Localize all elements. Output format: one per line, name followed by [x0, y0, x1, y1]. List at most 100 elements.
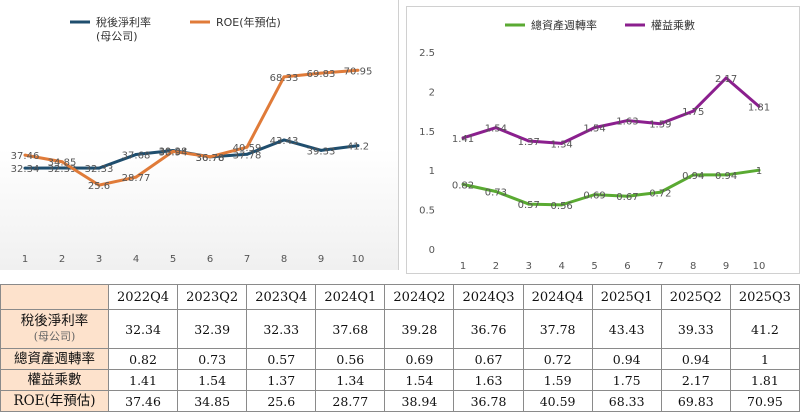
x-tick-label: 6 — [207, 254, 213, 265]
data-label: 32.34 — [11, 164, 40, 175]
table-cell: 0.72 — [522, 348, 593, 370]
table-cell: 40.59 — [522, 390, 593, 412]
y-tick-label: 0.5 — [419, 206, 435, 217]
data-point — [494, 126, 498, 130]
table-corner-cell — [0, 284, 109, 310]
data-point — [134, 153, 138, 157]
data-point — [625, 194, 629, 198]
row-label-asset-turnover: 總資產週轉率 — [0, 348, 109, 370]
data-label: 28.77 — [122, 173, 151, 184]
right-chart-legend: 總資產週轉率 權益乘數 — [505, 18, 695, 32]
table-cell: 38.94 — [384, 390, 455, 412]
table-cell: 37.78 — [522, 309, 593, 349]
data-label: 1.37 — [518, 137, 540, 148]
table-cell: 43.43 — [591, 309, 662, 349]
data-label: 1.63 — [616, 117, 638, 128]
column-header: 2023Q2 — [177, 284, 248, 310]
table-row-net-margin: 稅後淨利率 (母公司) 32.34 32.39 32.33 37.68 39.28 36.… — [0, 309, 800, 349]
table-cell: 0.56 — [315, 348, 386, 370]
data-point — [560, 141, 564, 145]
series-line-1 — [24, 68, 359, 187]
x-tick-label: 9 — [723, 261, 729, 272]
column-header: 2023Q4 — [246, 284, 317, 310]
data-point — [757, 168, 761, 172]
x-tick-label: 10 — [352, 254, 365, 265]
data-point — [23, 166, 27, 170]
table-cell: 0.82 — [107, 348, 179, 370]
table-cell: 1.54 — [177, 369, 248, 391]
data-label: 0.57 — [518, 200, 540, 211]
x-tick-label: 2 — [493, 261, 499, 272]
x-tick-label: 5 — [591, 261, 597, 272]
data-point — [356, 68, 360, 72]
data-point — [593, 193, 597, 197]
data-point — [658, 190, 662, 194]
data-label: 0.56 — [551, 201, 573, 212]
table-cell: 1.37 — [246, 369, 317, 391]
y-tick-label: 1 — [429, 166, 435, 177]
data-label: 68.33 — [270, 73, 299, 84]
x-tick-label: 7 — [244, 254, 250, 265]
column-header: 2024Q4 — [522, 284, 593, 310]
x-tick-label: 3 — [526, 261, 532, 272]
column-header: 2024Q3 — [453, 284, 524, 310]
data-point — [23, 153, 27, 157]
data-label: 1.59 — [649, 120, 671, 131]
data-label: 39.33 — [307, 146, 336, 157]
x-tick-label: 3 — [96, 254, 102, 265]
table-cell: 0.67 — [453, 348, 524, 370]
data-label: 32.33 — [85, 164, 114, 175]
table-cell: 0.69 — [384, 348, 455, 370]
data-table-wrap: 2022Q4 2023Q2 2023Q4 2024Q1 2024Q2 2024Q3 2024… — [0, 284, 800, 412]
data-point — [527, 202, 531, 206]
table-cell: 34.85 — [177, 390, 248, 412]
data-label: 0.94 — [682, 171, 704, 182]
x-tick-label: 8 — [281, 254, 287, 265]
x-tick-label: 7 — [657, 261, 663, 272]
data-label: 37.78 — [233, 150, 262, 161]
y-tick-label: 1.5 — [419, 127, 435, 138]
data-label: 36.76 — [196, 153, 225, 164]
table-cell: 41.2 — [729, 309, 800, 349]
data-label: 40.59 — [233, 143, 262, 154]
x-tick-label: 1 — [22, 254, 28, 265]
data-point — [724, 76, 728, 80]
data-point — [527, 139, 531, 143]
y-tick-label: 0 — [429, 245, 435, 256]
data-point — [134, 175, 138, 179]
table-cell: 1.75 — [591, 369, 662, 391]
data-label: 32.39 — [48, 164, 77, 175]
row-label-text: 稅後淨利率 — [20, 313, 89, 329]
data-label: 69.83 — [307, 69, 336, 80]
data-point — [494, 189, 498, 193]
data-label: 0.94 — [715, 171, 737, 182]
column-header: 2022Q4 — [107, 284, 179, 310]
data-point — [757, 104, 761, 108]
legend-label-net-margin: 稅後淨利率 — [96, 15, 151, 29]
y-tick-label: 2.5 — [419, 48, 435, 59]
data-point — [60, 166, 64, 170]
financial-ratio-table: 2022Q4 2023Q2 2023Q4 2024Q1 2024Q2 2024Q3 2024… — [0, 284, 800, 412]
table-cell: 25.6 — [246, 390, 317, 412]
y-tick-label: 2 — [429, 87, 435, 98]
data-point — [691, 109, 695, 113]
table-row-equity-multiplier: 權益乘數 1.41 1.54 1.37 1.34 1.54 1.63 1.59 1.75 2.1… — [0, 369, 800, 391]
data-point — [282, 75, 286, 79]
legend-label-equity-multiplier: 權益乘數 — [651, 18, 695, 32]
table-cell: 32.34 — [107, 309, 179, 349]
legend-label-net-margin-sub: (母公司) — [96, 30, 138, 43]
series-line-0 — [462, 168, 760, 207]
data-label: 1.34 — [551, 139, 573, 150]
column-header: 2024Q2 — [384, 284, 455, 310]
x-tick-label: 9 — [318, 254, 324, 265]
right-chart-panel: 總資產週轉率 權益乘數 1 2 3 4 5 6 7 8 9 10 0 0.5 1 1.5 2 2.5 0.82 0… — [406, 6, 800, 274]
data-point — [461, 136, 465, 140]
data-point — [658, 122, 662, 126]
data-label: 0.67 — [616, 192, 638, 203]
data-point — [282, 138, 286, 142]
data-label: 1 — [756, 166, 762, 177]
data-label: 34.85 — [48, 158, 77, 169]
row-label-equity-multiplier: 權益乘數 — [0, 369, 109, 391]
left-plot-area: 1234567891032.3432.3932.3337.6839.2836.7… — [11, 66, 373, 265]
data-label: 1.54 — [485, 124, 507, 135]
